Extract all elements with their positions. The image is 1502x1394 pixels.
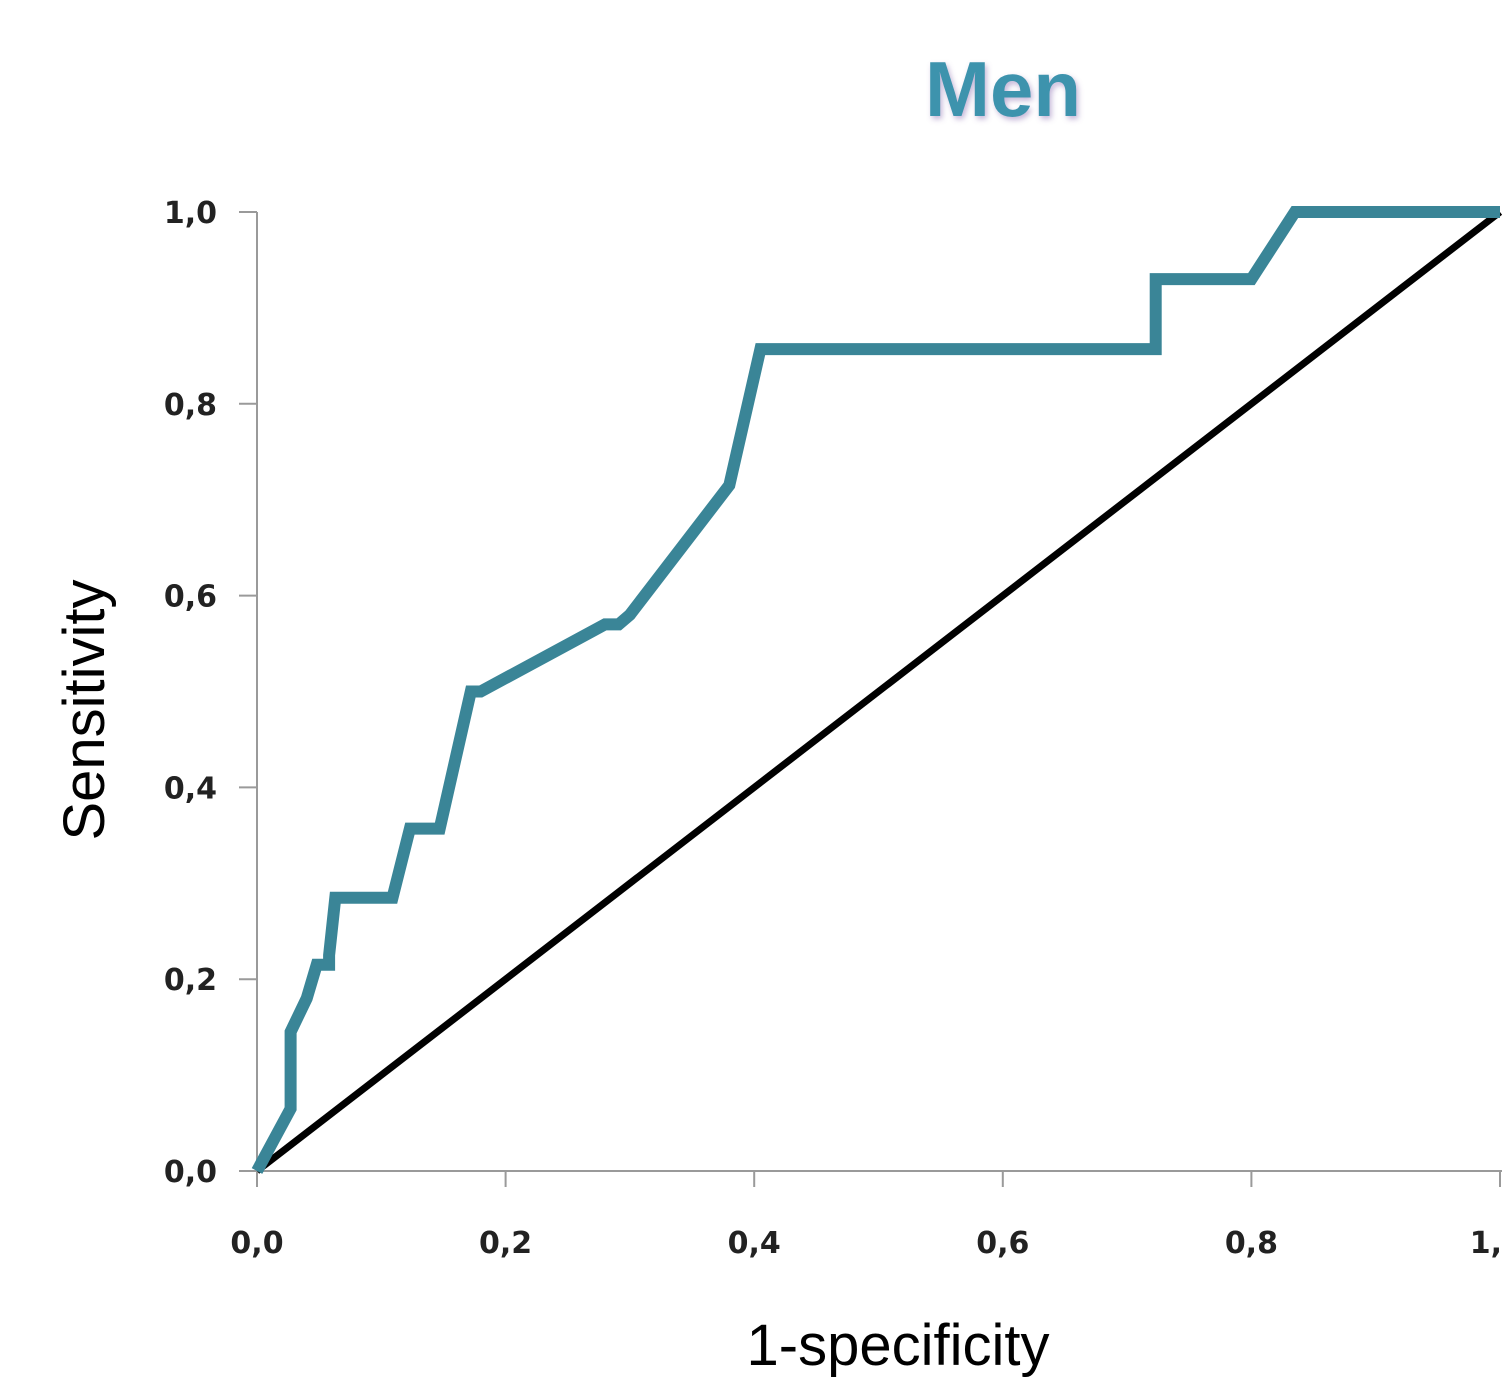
y-tick-label: 0,0	[164, 1155, 217, 1190]
x-tick-label: 0,6	[976, 1226, 1029, 1261]
y-axis-title: Sensitivity	[52, 579, 117, 840]
roc-curve-line	[251, 206, 1500, 1174]
x-tick-label: 0,8	[1225, 1226, 1278, 1261]
chart-title: Men	[925, 45, 1081, 133]
y-tick-label: 0,2	[164, 963, 217, 998]
x-tick-label: 0,0	[230, 1226, 283, 1261]
y-tick-label: 0,6	[164, 580, 217, 615]
x-axis-title: 1-specificity	[747, 1313, 1050, 1378]
y-tick-label: 0,4	[164, 771, 217, 806]
x-tick-label: 0,4	[728, 1226, 781, 1261]
x-tick-label: 0,2	[479, 1226, 532, 1261]
axis-ticks: 0,0 0,2 0,4 0,6 0,8 1,0 0,0 0,2 0,4 0,6 0,8 1,	[164, 196, 1502, 1261]
y-tick-label: 1,0	[164, 196, 217, 231]
plot-area	[251, 206, 1502, 1174]
y-tick-label: 0,8	[164, 388, 217, 423]
reference-diagonal-line	[254, 209, 1502, 1174]
axes	[256, 212, 1502, 1172]
x-tick-label: 1,	[1470, 1226, 1502, 1261]
